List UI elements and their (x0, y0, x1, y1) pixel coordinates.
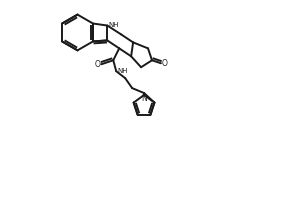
Text: NH: NH (108, 22, 119, 28)
Text: O: O (162, 59, 168, 68)
Text: NH: NH (117, 68, 128, 74)
Text: O: O (94, 60, 100, 69)
Text: N: N (141, 94, 147, 103)
